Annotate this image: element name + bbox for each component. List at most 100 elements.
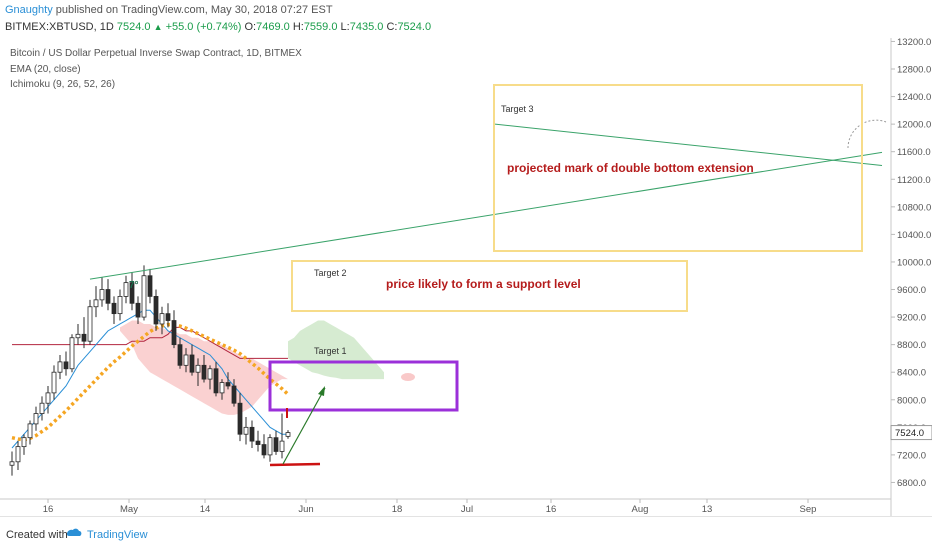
publish-line: Gnaughty published on TradingView.com, M… [5, 4, 333, 16]
quote-line: BITMEX:XBTUSD, 1D 7524.0 ▲ +55.0 (+0.74%… [5, 21, 431, 33]
last-price-tag [890, 425, 932, 441]
target3-line [494, 123, 883, 166]
ema-legend[interactable]: EMA (20, close) [10, 64, 81, 75]
candle-down [105, 289, 111, 304]
annotations[interactable]: 7° Target 3 projected mark of double botto… [89, 84, 887, 467]
candle-down [225, 382, 231, 387]
candle-down [231, 385, 237, 404]
candle-down [129, 282, 135, 304]
candle-up [183, 354, 189, 366]
x-tick-label: 18 [392, 504, 403, 515]
y-tick-label: 13200.0 [897, 38, 931, 48]
x-tick-label: May [120, 504, 138, 515]
candle-down [63, 361, 69, 370]
last-price: 7524.0 [116, 21, 151, 33]
candles [9, 265, 291, 476]
footer: Created with TradingView [0, 516, 932, 551]
candle-up [51, 371, 57, 394]
candle-up [219, 382, 225, 394]
up-arrow-icon: ▲ [153, 22, 163, 32]
tradingview-brand-link[interactable]: TradingView [87, 529, 148, 541]
y-tick-label: 9600.0 [897, 285, 926, 296]
high-label: H: [292, 21, 304, 33]
author-link[interactable]: Gnaughty [5, 4, 53, 16]
ichimoku-legend[interactable]: Ichimoku (9, 26, 52, 26) [10, 79, 116, 90]
projection-arrow-line [282, 387, 326, 465]
candle-down [171, 320, 177, 346]
instrument-title: Bitcoin / US Dollar Perpetual Inverse Sw… [10, 48, 302, 59]
published-text: published on TradingView.com, May 30, 20… [55, 4, 333, 16]
projection-arrow-head [318, 386, 325, 396]
x-tick-label: Jul [461, 504, 473, 515]
x-tick-label: 16 [43, 504, 54, 515]
candle-down [111, 302, 117, 315]
candle-up [33, 413, 39, 425]
y-tick-label: 6800.0 [897, 478, 926, 489]
y-tick-label: 10000.0 [897, 257, 931, 268]
candle-up [87, 306, 93, 342]
candle-up [99, 289, 105, 301]
candle-up [141, 275, 147, 318]
x-tick-label: 14 [200, 504, 211, 515]
candle-down [81, 333, 87, 342]
close-value: 7524.0 [397, 21, 432, 33]
candle-up [57, 361, 63, 373]
candle-up [27, 423, 33, 439]
x-tick-label: Aug [632, 504, 649, 515]
candle-up [39, 402, 45, 414]
price-change: +55.0 (+0.74%) [165, 21, 242, 33]
candle-up [243, 426, 249, 435]
chart-header: Gnaughty published on TradingView.com, M… [0, 0, 932, 38]
price-chart[interactable]: 6800.07200.07600.08000.08400.08800.09200… [0, 37, 932, 516]
candle-up [9, 461, 15, 466]
y-tick-label: 8400.0 [897, 368, 926, 379]
low-value: 7435.0 [349, 21, 384, 33]
y-tick-label: 10400.0 [897, 230, 931, 241]
candle-down [213, 368, 219, 394]
support-line [269, 462, 321, 467]
candle-down [261, 444, 267, 456]
x-tick-label: Jun [298, 504, 313, 515]
close-label: C: [386, 21, 398, 33]
target1-label: Target 1 [314, 346, 347, 356]
candle-down [189, 354, 195, 373]
target3-box [493, 84, 863, 252]
candle-up [159, 313, 165, 325]
indicator-lines [11, 309, 290, 449]
y-tick-label: 12400.0 [897, 92, 931, 103]
angle-arc [847, 119, 887, 149]
x-tick-label: 16 [546, 504, 557, 515]
y-tick-label: 10800.0 [897, 202, 931, 213]
candle-down [177, 344, 183, 366]
x-tick-label: 13 [702, 504, 713, 515]
ichimoku-cloud [120, 320, 415, 415]
candle-up [195, 364, 201, 373]
y-tick-label: 12000.0 [897, 120, 931, 131]
support-text: price likely to form a support level [386, 277, 581, 291]
candle-down [135, 302, 141, 318]
candle-up [267, 437, 273, 456]
kijun-line [12, 326, 288, 359]
candle-down [147, 275, 153, 297]
candle-down [249, 426, 255, 442]
target2-box [291, 260, 688, 312]
y-tick-label: 8000.0 [897, 395, 926, 406]
candle-down [273, 437, 279, 452]
candle-down [153, 296, 159, 325]
bullish-cloud [288, 320, 384, 380]
high-value: 7559.0 [303, 21, 338, 33]
candle-up [117, 296, 123, 315]
candle-up [21, 437, 27, 448]
symbol-label: BITMEX:XBTUSD, 1D [5, 21, 114, 33]
candle-up [15, 446, 21, 463]
uptrend-line [89, 151, 883, 280]
low-label: L: [340, 21, 350, 33]
target2-label: Target 2 [314, 268, 347, 278]
candle-down [165, 313, 171, 321]
target1-box [268, 360, 459, 412]
y-tick-label: 11200.0 [897, 175, 931, 186]
candle-up [207, 368, 213, 380]
angle-label: 7° [129, 280, 139, 291]
chart-area[interactable]: Bitcoin / US Dollar Perpetual Inverse Sw… [0, 37, 932, 516]
tradingview-logo-icon[interactable] [66, 528, 82, 540]
